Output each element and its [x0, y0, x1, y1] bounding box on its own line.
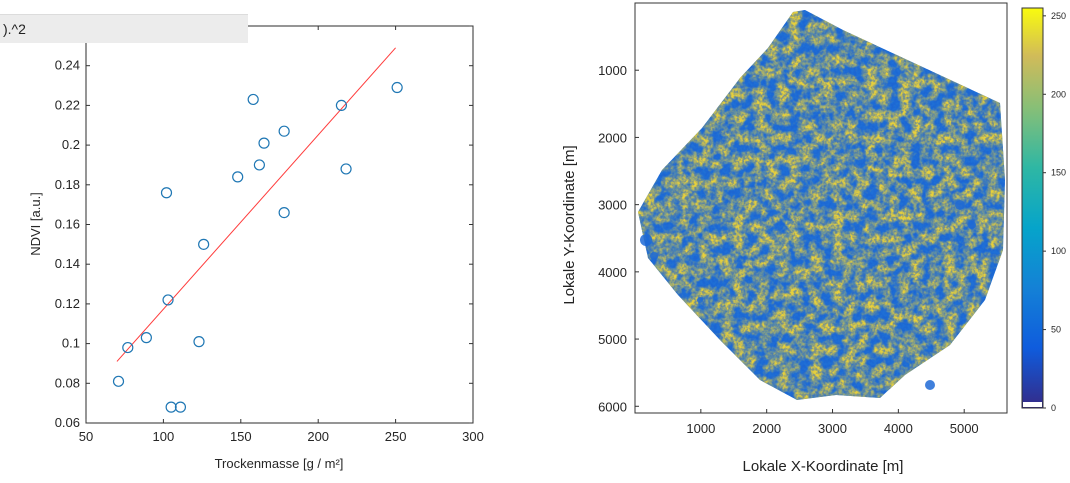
heatmap-x-tick-label: 3000: [818, 421, 847, 436]
heatmap-y-tick-label: 5000: [598, 332, 627, 347]
heatmap-y-ticks: 1000 2000 3000 4000 5000 6000: [598, 63, 639, 414]
scatter-chart: 50 100 150 200 250 300 0.06 0.08 0.1 0.12 0.14 0.1…: [28, 18, 484, 471]
scatter-y-tick-label: 0.06: [55, 415, 80, 430]
scatter-point: [258, 137, 270, 149]
heatmap-x-tick-label: 1000: [686, 421, 715, 436]
scatter-point: [162, 294, 174, 306]
cropped-overlay-bar: ).^2: [0, 14, 248, 43]
scatter-point: [247, 93, 259, 106]
scatter-point: [160, 187, 173, 199]
regression-line: [116, 47, 396, 362]
heatmap-y-tick-label: 2000: [598, 130, 627, 145]
heatmap-y-tick-label: 1000: [598, 63, 627, 78]
colorbar-tick-label: 100: [1051, 246, 1066, 256]
scatter-point: [232, 171, 244, 183]
scatter-point: [391, 81, 403, 94]
scatter-y-tick-label: 0.24: [55, 58, 80, 73]
colorbar-tick-label: 200: [1051, 89, 1066, 99]
colorbar-ticks: 0 50 100 150 200 250: [1043, 11, 1066, 413]
scatter-point: [112, 375, 125, 387]
scatter-points: [112, 81, 403, 413]
heatmap-edge-noise: [640, 200, 976, 390]
scatter-point: [140, 332, 152, 344]
scatter-x-tick-label: 50: [79, 429, 93, 444]
scatter-plot-area: [85, 25, 474, 424]
scatter-point: [253, 159, 265, 171]
cropped-overlay-text: ).^2: [3, 21, 26, 37]
scatter-x-tick-label: 200: [307, 429, 329, 444]
scatter-y-axis-label: NDVI [a.u.]: [28, 192, 43, 256]
scatter-y-tick-label: 0.16: [55, 217, 80, 232]
heatmap-y-tick-label: 3000: [598, 198, 627, 213]
scatter-point: [278, 125, 290, 137]
scatter-x-tick-label: 250: [385, 429, 407, 444]
scatter-y-tick-label: 0.2: [62, 137, 80, 152]
heatmap-chart: 1000 2000 3000 4000 5000 1000200030004000500…: [561, 2, 1066, 475]
scatter-x-axis-label: Trockenmasse [g / m²]: [215, 456, 344, 471]
heatmap-y-axis-label: Lokale Y-Koordinate [m]: [561, 145, 578, 304]
colorbar-tick-label: 50: [1051, 325, 1061, 335]
scatter-point: [278, 206, 290, 219]
scatter-y-tick-label: 0.18: [55, 177, 80, 192]
scatter-point: [165, 401, 177, 413]
scatter-y-tick-label: 0.08: [55, 375, 80, 390]
scatter-x-tick-label: 150: [230, 429, 252, 444]
heatmap-x-axis-label: Lokale X-Koordinate [m]: [743, 458, 904, 475]
heatmap-x-tick-label: 4000: [884, 421, 913, 436]
heatmap-x-tick-label: 2000: [752, 421, 781, 436]
scatter-x-tick-label: 300: [462, 429, 484, 444]
scatter-point: [174, 401, 187, 413]
scatter-y-tick-label: 0.14: [55, 256, 80, 271]
colorbar-tick-label: 150: [1051, 168, 1066, 178]
heatmap-y-tick-label: 6000: [598, 399, 627, 414]
scatter-x-tick-label: 100: [153, 429, 175, 444]
colorbar-tick-label: 250: [1051, 11, 1066, 21]
scatter-point: [193, 336, 205, 348]
colorbar: [1021, 7, 1044, 409]
colorbar-tick-label: 0: [1051, 403, 1056, 413]
scatter-y-tick-label: 0.1: [62, 336, 80, 351]
scatter-y-tick-label: 0.12: [55, 296, 80, 311]
heatmap-y-tick-label: 4000: [598, 265, 627, 280]
scatter-point: [122, 341, 134, 354]
scatter-point: [198, 238, 210, 250]
colorbar-zero-band: [1023, 402, 1042, 407]
scatter-point: [335, 99, 348, 112]
scatter-point: [340, 163, 352, 175]
heatmap-x-ticks: 1000 2000 3000 4000 5000: [686, 409, 979, 436]
scatter-y-tick-label: 0.22: [55, 97, 80, 112]
scatter-x-ticks: 50 100 150 200 250 300: [79, 26, 484, 444]
heatmap-x-tick-label: 5000: [950, 421, 979, 436]
